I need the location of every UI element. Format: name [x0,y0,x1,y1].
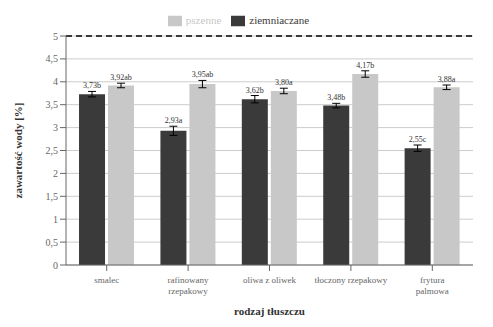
svg-text:3,5: 3,5 [46,99,59,110]
svg-text:2,55c: 2,55c [409,135,427,144]
svg-text:4,17b: 4,17b [356,61,374,70]
svg-text:3,92ab: 3,92ab [110,73,132,82]
html-text:pszenne: pszenne [185,14,222,26]
svg-text:2,93a: 2,93a [165,116,183,125]
svg-text:2: 2 [53,168,58,179]
svg-text:fryturapalmowa: fryturapalmowa [416,275,449,296]
svg-text:3,95ab: 3,95ab [192,70,214,79]
svg-text:3,73b: 3,73b [83,81,101,90]
svg-text:3: 3 [53,122,58,133]
svg-text:4: 4 [53,76,58,87]
svg-text:rodzaj tłuszczu: rodzaj tłuszczu [234,305,305,317]
svg-text:oliwa z oliwek: oliwa z oliwek [243,275,296,285]
svg-text:zawartość wody [%]: zawartość wody [%] [12,103,24,199]
svg-text:4,5: 4,5 [46,53,59,64]
svg-text:2,5: 2,5 [46,145,59,156]
svg-text:3,48b: 3,48b [327,93,345,102]
svg-text:3,62b: 3,62b [246,86,264,95]
svg-text:smalec: smalec [94,275,119,285]
html-text:ziemniaczane: ziemniaczane [249,14,310,26]
svg-text:1,5: 1,5 [46,191,59,202]
svg-text:3,88a: 3,88a [438,75,456,84]
svg-text:0,5: 0,5 [46,237,59,248]
svg-text:rafinowanyrzepakowy: rafinowanyrzepakowy [168,275,209,296]
svg-text:3,80a: 3,80a [275,78,293,87]
svg-text:1: 1 [53,214,58,225]
svg-text:5: 5 [53,31,58,42]
svg-text:tłoczony rzepakowy: tłoczony rzepakowy [315,275,388,285]
svg-text:0: 0 [53,260,58,271]
